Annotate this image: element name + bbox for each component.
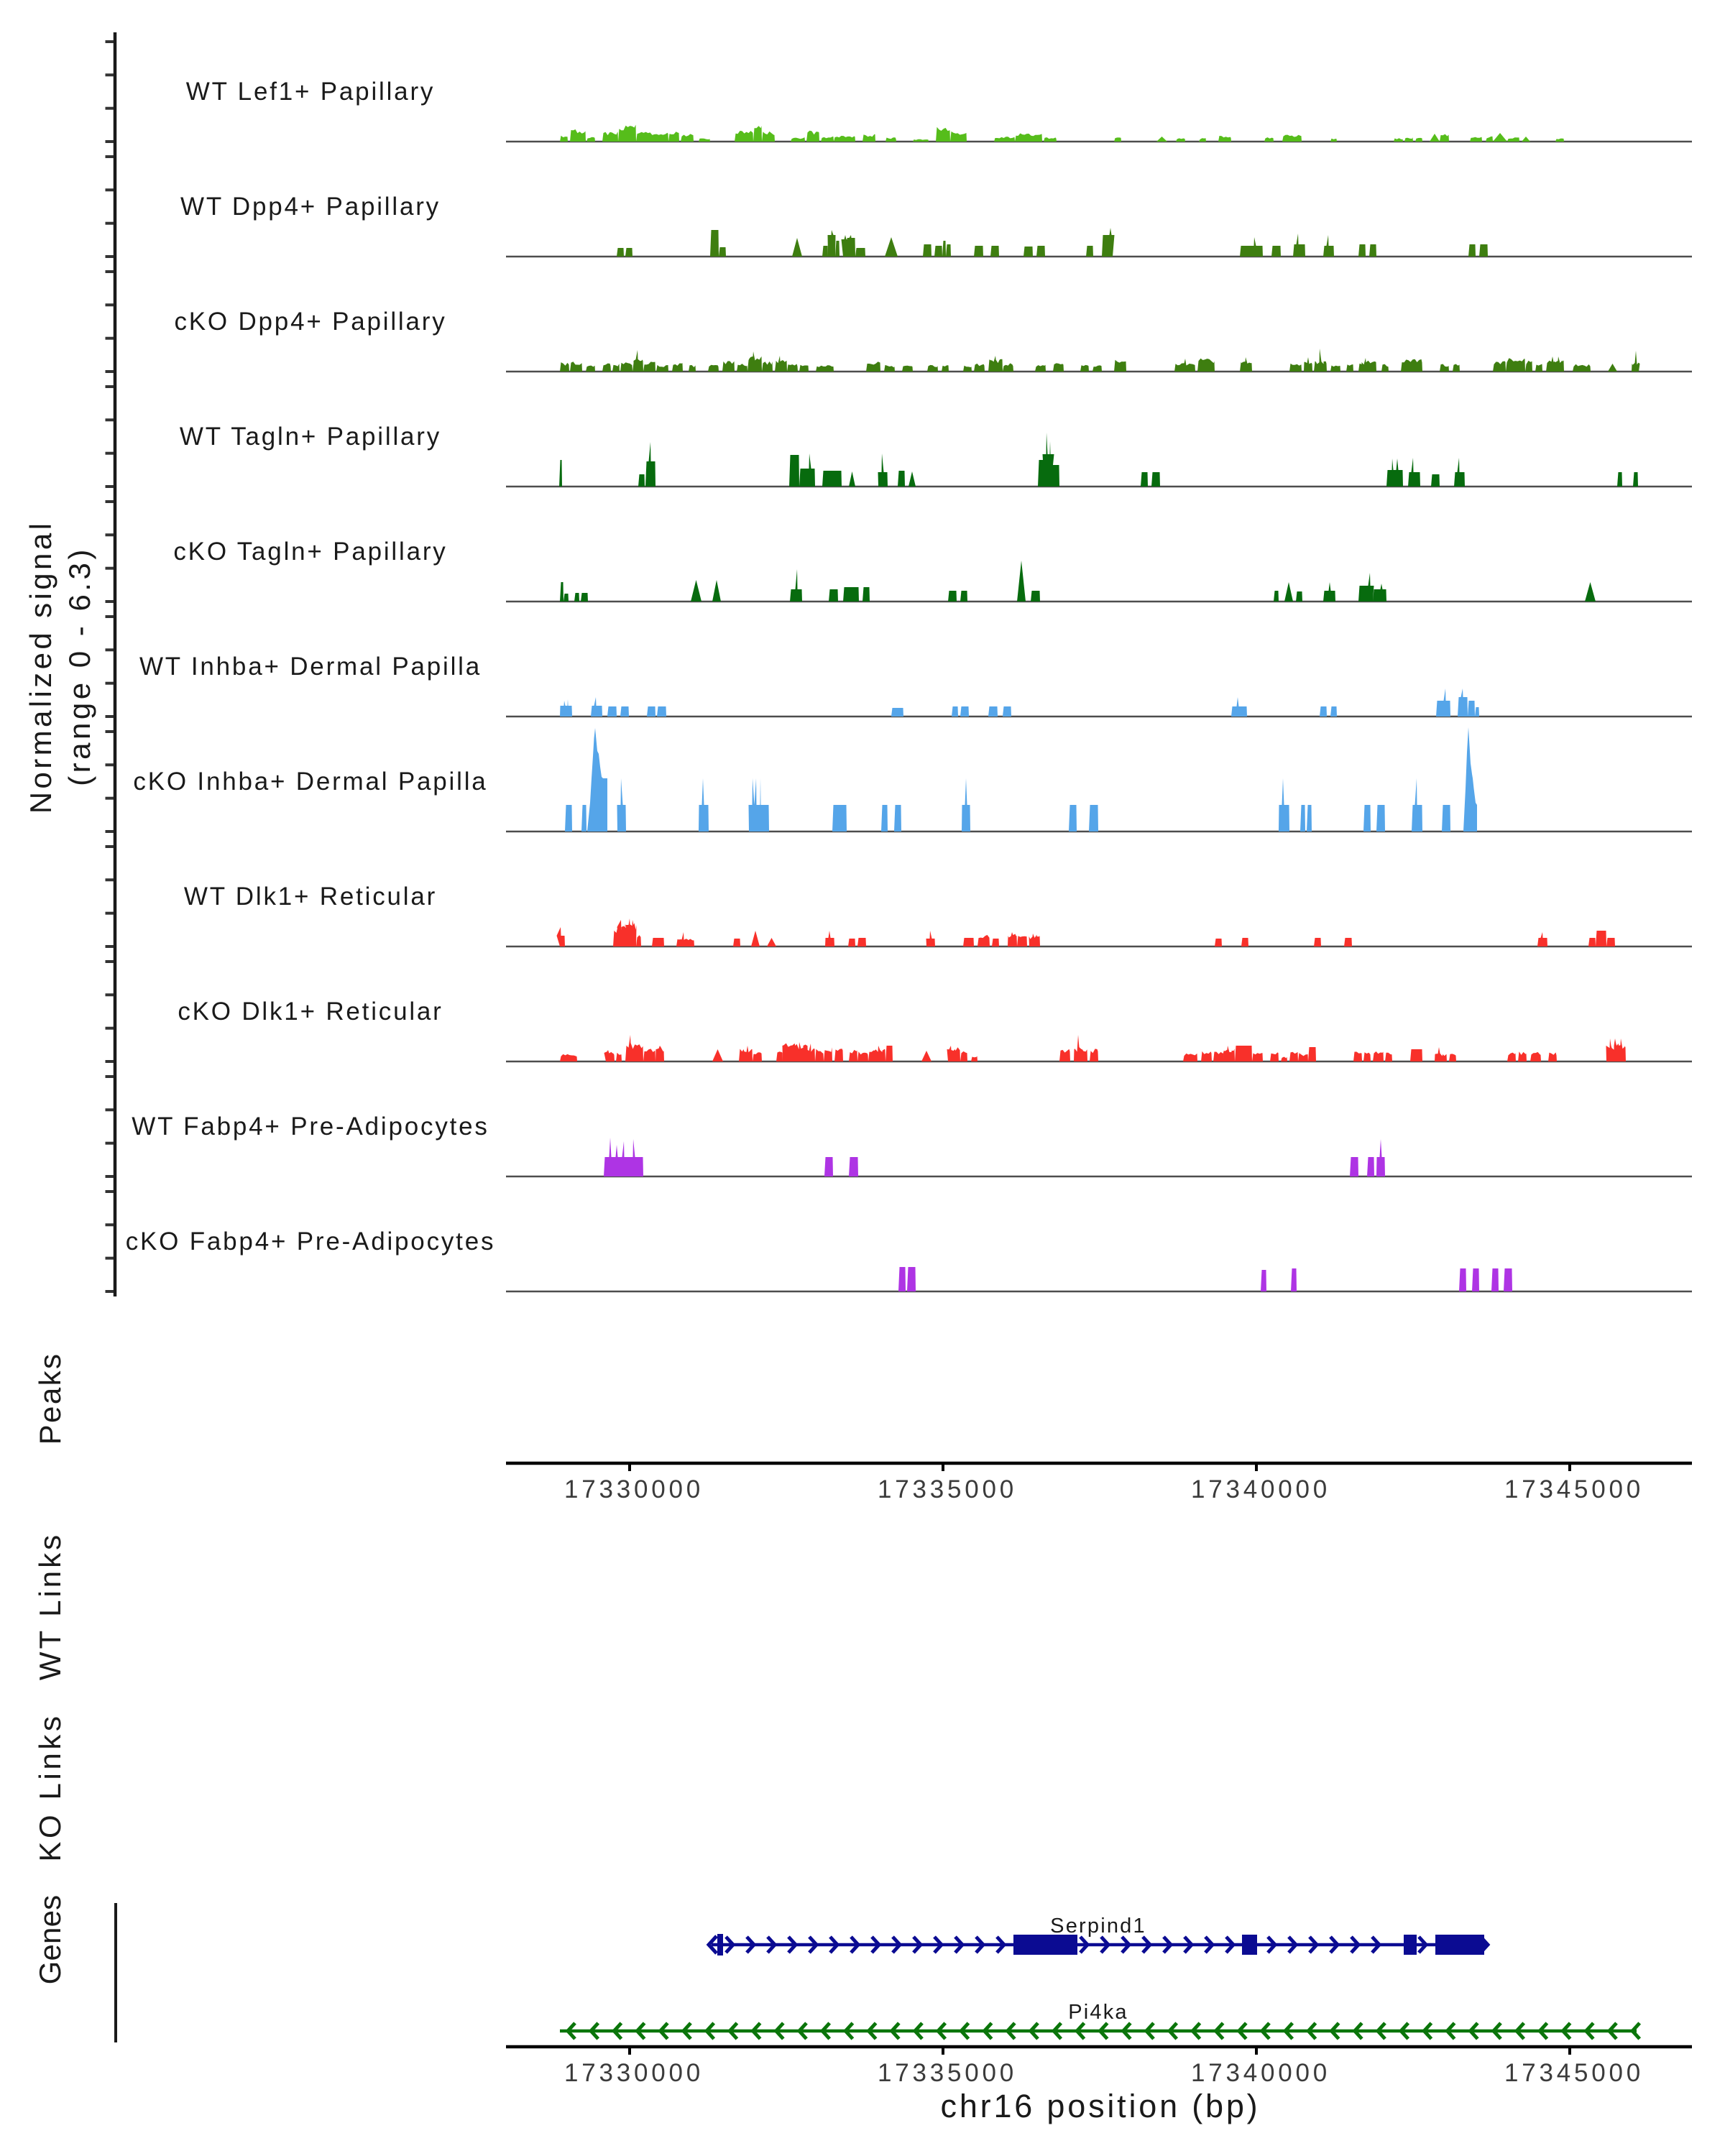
- svg-text:17330000: 17330000: [564, 1475, 704, 1503]
- svg-text:17345000: 17345000: [1504, 1475, 1644, 1503]
- svg-text:cKO Dpp4+ Papillary: cKO Dpp4+ Papillary: [174, 308, 446, 336]
- svg-text:17340000: 17340000: [1191, 1475, 1330, 1503]
- svg-text:WT Tagln+ Papillary: WT Tagln+ Papillary: [180, 423, 441, 451]
- svg-text:Genes: Genes: [33, 1895, 67, 1985]
- svg-text:WT Inhba+ Dermal Papilla: WT Inhba+ Dermal Papilla: [139, 653, 482, 681]
- svg-text:cKO Tagln+ Papillary: cKO Tagln+ Papillary: [173, 538, 447, 566]
- svg-text:17345000: 17345000: [1504, 2059, 1644, 2087]
- svg-text:Pi4ka: Pi4ka: [1068, 2001, 1128, 2024]
- svg-text:KO Links: KO Links: [33, 1713, 67, 1861]
- svg-text:(range 0 - 6.3): (range 0 - 6.3): [63, 546, 96, 786]
- svg-text:WT Links: WT Links: [33, 1532, 67, 1680]
- svg-text:17335000: 17335000: [878, 1475, 1017, 1503]
- svg-text:17330000: 17330000: [564, 2059, 704, 2087]
- svg-text:Serpind1: Serpind1: [1050, 1915, 1146, 1938]
- svg-text:Normalized signal: Normalized signal: [24, 520, 58, 814]
- svg-text:WT Dpp4+ Papillary: WT Dpp4+ Papillary: [180, 193, 441, 221]
- svg-text:17340000: 17340000: [1191, 2059, 1330, 2087]
- svg-text:cKO Fabp4+ Pre-Adipocytes: cKO Fabp4+ Pre-Adipocytes: [126, 1227, 496, 1256]
- svg-text:Peaks: Peaks: [33, 1353, 67, 1445]
- svg-text:WT Fabp4+ Pre-Adipocytes: WT Fabp4+ Pre-Adipocytes: [132, 1112, 489, 1141]
- svg-text:WT Dlk1+ Reticular: WT Dlk1+ Reticular: [184, 883, 437, 911]
- svg-text:cKO Inhba+ Dermal Papilla: cKO Inhba+ Dermal Papilla: [133, 768, 487, 796]
- svg-text:17335000: 17335000: [878, 2059, 1017, 2087]
- svg-text:WT Lef1+ Papillary: WT Lef1+ Papillary: [186, 78, 435, 106]
- svg-text:chr16 position (bp): chr16 position (bp): [941, 2088, 1261, 2124]
- svg-text:cKO Dlk1+ Reticular: cKO Dlk1+ Reticular: [178, 998, 443, 1026]
